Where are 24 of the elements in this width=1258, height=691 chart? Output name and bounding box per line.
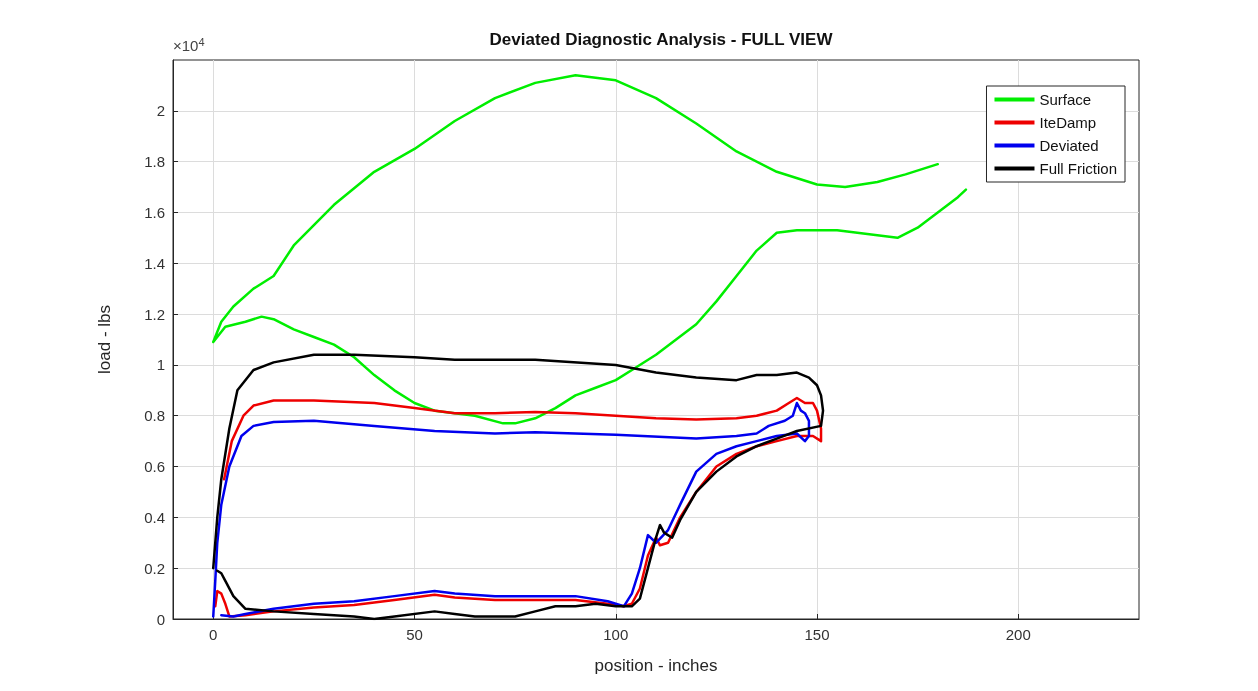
y-tick-label: 0.2 xyxy=(144,559,165,577)
line-series xyxy=(212,353,825,621)
x-tick-label: 200 xyxy=(1005,626,1031,643)
legend-label: Deviated xyxy=(1039,137,1099,154)
x-axis-title: position - inches xyxy=(594,656,718,675)
y-tick-label: 1.2 xyxy=(144,305,165,323)
y-tick-label: 1.4 xyxy=(144,254,165,272)
chart-title: Deviated Diagnostic Analysis - FULL VIEW xyxy=(489,30,834,49)
y-tick-label: 0.6 xyxy=(144,458,165,476)
x-tick-label: 0 xyxy=(209,626,218,643)
y-tick-label: 1.8 xyxy=(144,153,165,171)
y-tick-label: 1.6 xyxy=(144,203,165,221)
legend-label: Surface xyxy=(1039,91,1092,108)
y-tick-label: 2 xyxy=(156,102,165,120)
x-tick-label: 100 xyxy=(603,626,629,643)
x-tick-label: 150 xyxy=(804,626,830,643)
legend-label: IteDamp xyxy=(1039,114,1097,131)
legend-label: Full Friction xyxy=(1039,160,1117,177)
y-tick-label: 0.4 xyxy=(144,508,165,526)
y-tick-label: 1 xyxy=(156,356,165,374)
x-tick-label: 50 xyxy=(406,626,423,643)
y-tick-label: 0.8 xyxy=(144,407,165,425)
y-tick-label: 0 xyxy=(156,610,165,628)
y-axis-title: load - lbs xyxy=(95,305,114,374)
